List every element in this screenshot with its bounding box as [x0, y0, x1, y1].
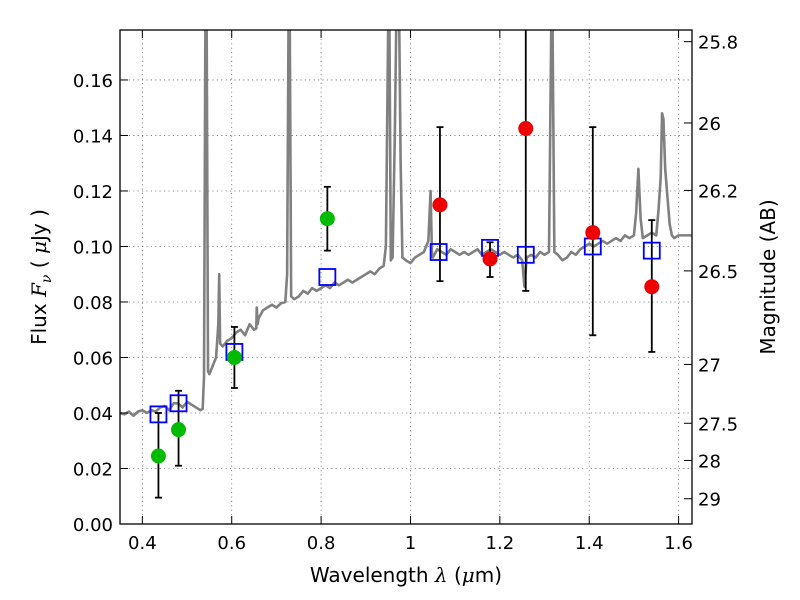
nir-obs-point — [644, 279, 660, 295]
errorbar-layer — [149, 30, 661, 499]
model-band-square — [149, 405, 168, 424]
model-band-square — [642, 241, 661, 260]
y-tick-label: 0.08 — [73, 293, 113, 314]
right-tick-label: 26 — [698, 114, 721, 135]
x-tick-label: 0.4 — [128, 533, 157, 554]
x-tick-label: 0.6 — [217, 533, 246, 554]
nir-obs-point — [482, 251, 498, 267]
nir-obs-point — [432, 197, 448, 213]
optical-obs-point — [319, 211, 335, 227]
model-band-square — [169, 394, 188, 413]
y-axis-label: Flux Fν ( μJy ) — [27, 209, 55, 345]
y-tick-label: 0.10 — [73, 237, 113, 258]
y-tick-label: 0.14 — [73, 126, 113, 147]
right-tick-label: 25.8 — [698, 33, 738, 54]
model-spectrum-line — [120, 30, 692, 418]
optical-obs-point — [150, 448, 166, 464]
y-tick-label: 0.16 — [73, 71, 113, 92]
nir-obs-point — [518, 121, 534, 137]
right-axis-label: Magnitude (AB) — [756, 199, 780, 354]
model-band-square — [516, 245, 535, 264]
y-tick-label: 0.06 — [73, 348, 113, 369]
optical-obs-point — [171, 422, 187, 438]
model-band-square — [318, 268, 337, 286]
model-band-square — [429, 243, 448, 261]
right-tick-label: 27 — [698, 355, 721, 376]
y-tick-label: 0.12 — [73, 182, 113, 203]
optical-obs-point — [226, 349, 242, 365]
data-layer — [120, 30, 692, 418]
right-tick-label: 29 — [698, 490, 721, 511]
right-tick-label: 28 — [698, 451, 721, 472]
y-tick-label: 0.02 — [73, 459, 113, 480]
x-tick-label: 0.8 — [307, 533, 336, 554]
y-tick-label: 0.04 — [73, 404, 113, 425]
x-tick-label: 1.4 — [575, 533, 604, 554]
x-tick-label: 1 — [405, 533, 416, 554]
nir-obs-point — [585, 225, 601, 241]
y-tick-label: 0.00 — [73, 515, 113, 536]
x-tick-label: 1.6 — [664, 533, 693, 554]
grid-layer — [120, 30, 692, 524]
x-axis-label: Wavelength λ (μm) — [310, 563, 502, 587]
right-tick-label: 26.5 — [698, 262, 738, 283]
x-tick-label: 1.2 — [486, 533, 515, 554]
tick-layer: 0.4 0.6 0.8 1 1.2 1.4 1.6 0.00 0.02 0.04 0.06 0.08 0… — [73, 30, 738, 554]
right-tick-label: 27.5 — [698, 414, 738, 435]
right-tick-label: 26.2 — [698, 181, 738, 202]
plot-frame — [119, 29, 693, 525]
